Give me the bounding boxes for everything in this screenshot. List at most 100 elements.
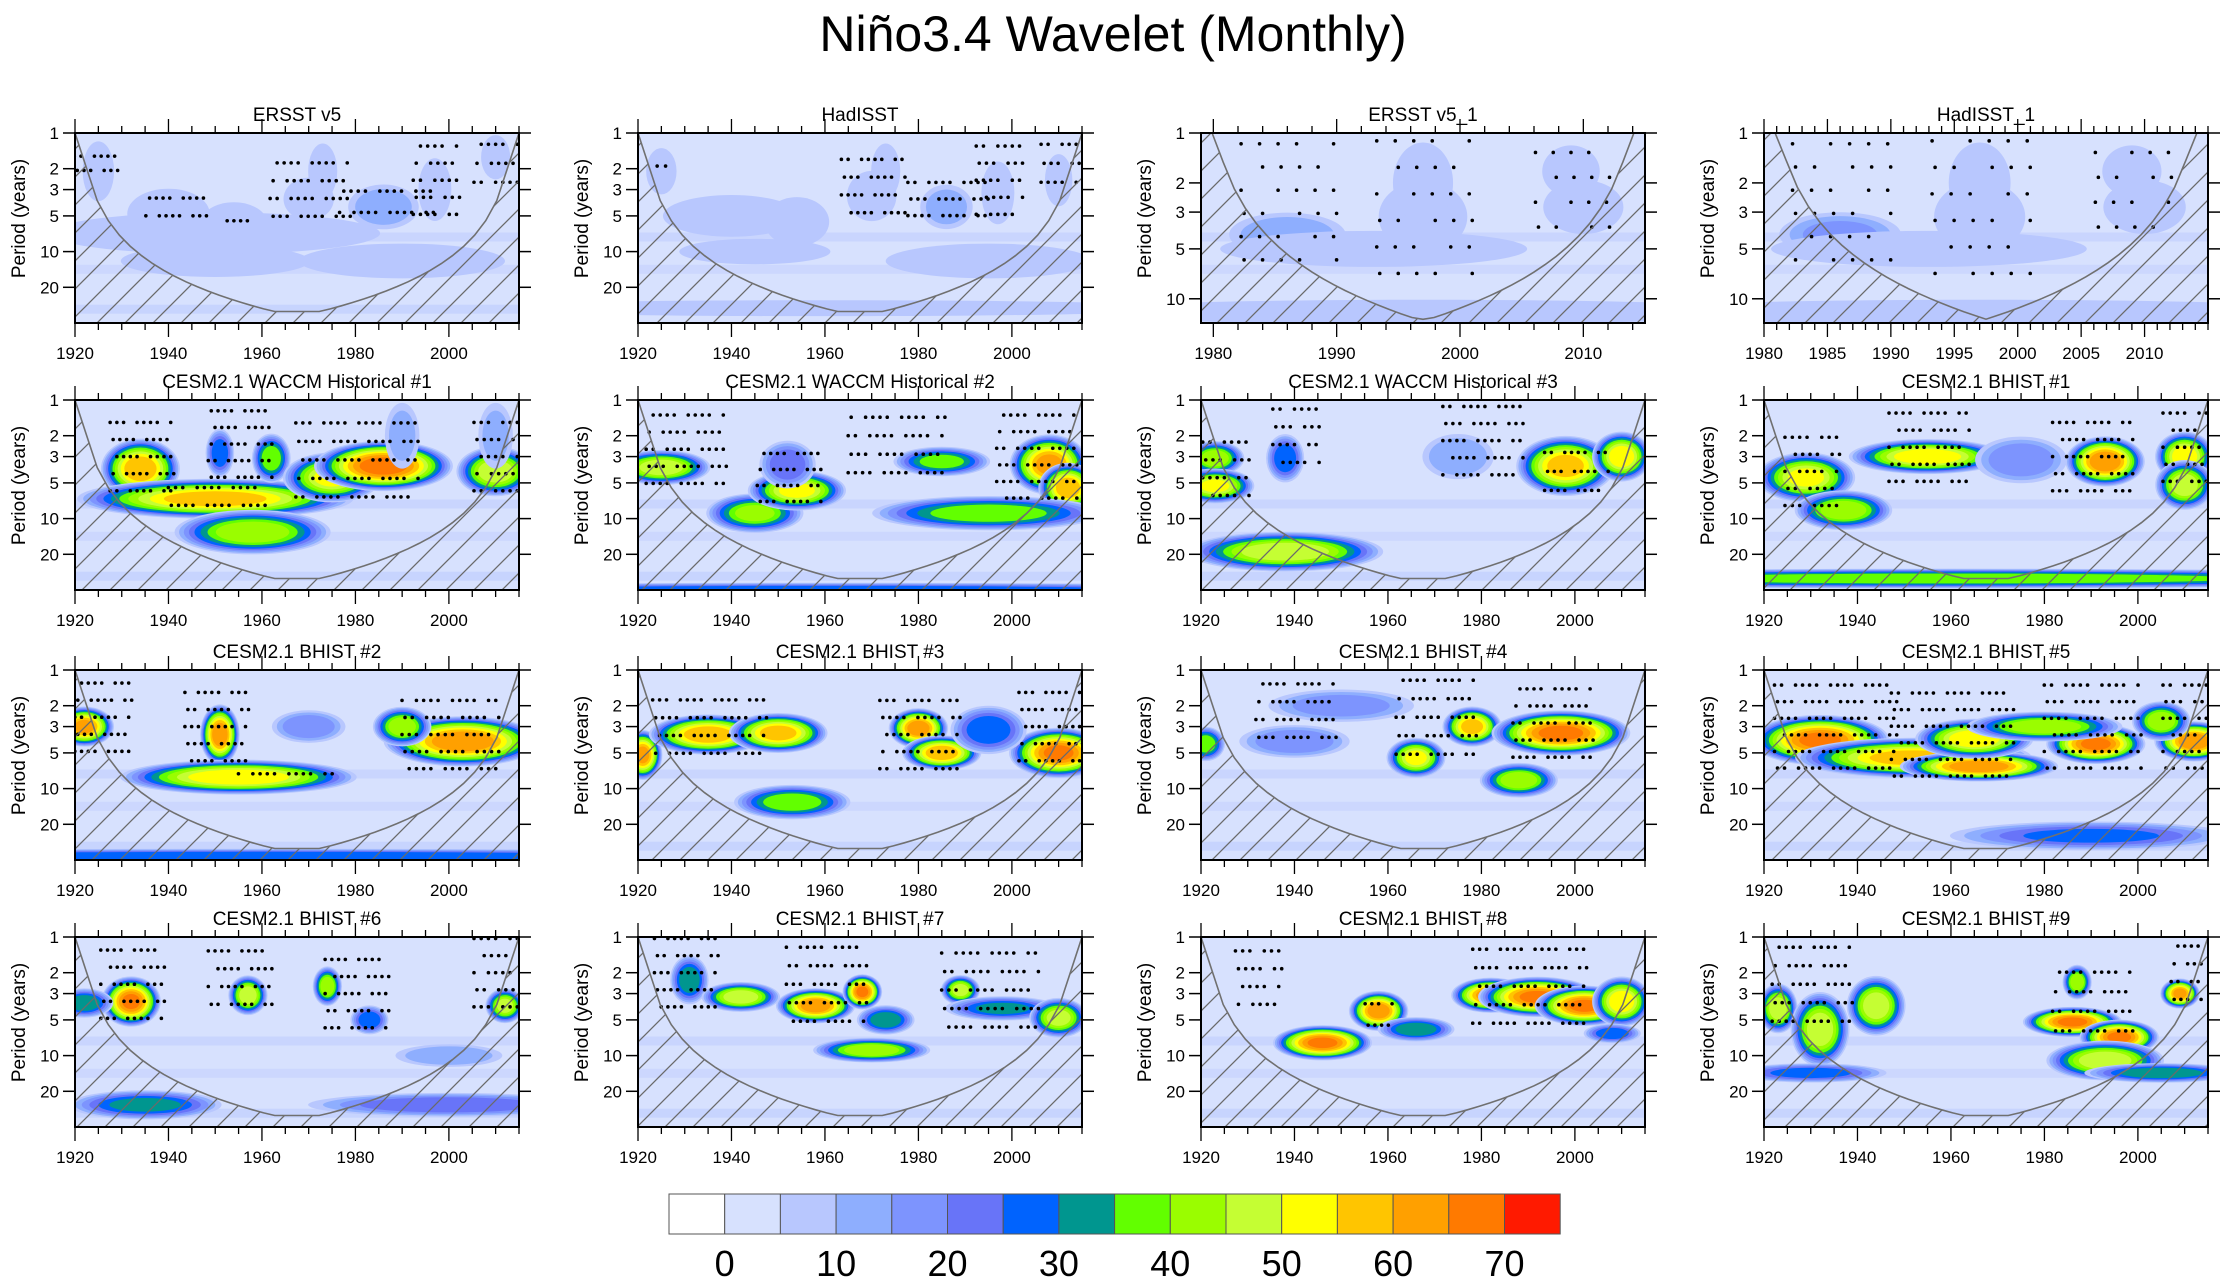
- stipple-dot: [805, 1019, 810, 1023]
- x-tick-label: 1980: [1463, 611, 1501, 630]
- stipple-dot: [1962, 774, 1967, 778]
- stipple-dot: [1299, 407, 1304, 411]
- power-field: [1201, 670, 1645, 860]
- stipple-dot: [1922, 411, 1926, 415]
- stipple-dot: [918, 433, 923, 438]
- stipple-dot: [2136, 683, 2140, 687]
- stipple-dot: [1001, 413, 1006, 417]
- colorbar-box: [947, 1193, 1004, 1235]
- stipple-dot: [1025, 496, 1030, 500]
- stipple-dot: [349, 189, 353, 193]
- stipple-dot: [146, 982, 150, 986]
- power-blob: [1899, 751, 2059, 782]
- stipple-dot: [1836, 1000, 1841, 1005]
- stipple-dot: [1401, 752, 1405, 756]
- x-tick-label: 1980: [1463, 1148, 1501, 1167]
- stipple-dot: [909, 749, 913, 754]
- stipple-dot: [1003, 144, 1007, 148]
- stipple-dot: [271, 214, 275, 219]
- stipple-dot: [1473, 1002, 1478, 1007]
- stipple-dot: [229, 408, 234, 413]
- stipple-dot: [99, 681, 104, 685]
- y-tick-label: 10: [603, 1047, 622, 1066]
- stipple-dot: [1504, 404, 1508, 409]
- stipple-dot: [2129, 749, 2133, 754]
- coi-hatch: [75, 937, 519, 1127]
- stipple-dot: [658, 413, 662, 417]
- stipple-dot: [1026, 1025, 1030, 1029]
- stipple-dot: [1023, 758, 1028, 763]
- stipple-dot: [343, 991, 348, 996]
- stipple-dot: [1047, 741, 1051, 746]
- stipple-dot: [1022, 1006, 1026, 1011]
- stipple-dot: [2124, 733, 2129, 737]
- stipple-dot: [233, 425, 238, 430]
- stipple-dot: [209, 485, 214, 490]
- stipple-dot: [986, 1006, 990, 1011]
- stipple-dot: [315, 458, 319, 462]
- stipple-dot: [373, 210, 378, 215]
- stipple-dot: [1955, 741, 1960, 745]
- stipple-dot: [263, 1002, 267, 1007]
- x-tick-label: 1920: [56, 344, 94, 363]
- stipple-dot: [1803, 699, 1808, 704]
- stipple-dot: [2049, 683, 2054, 687]
- contour-level: [188, 769, 289, 785]
- stipple-dot: [2064, 420, 2069, 425]
- stipple-dot: [932, 470, 937, 475]
- stipple-dot: [1004, 1025, 1009, 1029]
- stipple-dot: [1973, 757, 1978, 762]
- stipple-dot: [1528, 704, 1532, 708]
- stipple-dot: [1847, 141, 1852, 146]
- stipple-dot: [1425, 696, 1429, 701]
- stipple-dot: [856, 210, 860, 215]
- stipple-dot: [1240, 984, 1245, 989]
- stipple-dot: [702, 715, 706, 720]
- significance-stipple: [846, 400, 947, 475]
- stipple-dot: [1006, 161, 1010, 165]
- stipple-dot: [791, 982, 796, 986]
- wavelet-panel: CESM2.1 WACCM Historical #312351020Perio…: [1135, 372, 1657, 630]
- stipple-dot: [1505, 947, 1510, 952]
- contour-level: [1405, 750, 1427, 766]
- stipple-dot: [1271, 407, 1275, 411]
- stipple-dot: [2169, 175, 2174, 180]
- stipple-dot: [180, 485, 185, 490]
- stipple-dot: [2117, 766, 2122, 770]
- stipple-dot: [158, 471, 163, 476]
- stipple-dot: [1532, 687, 1536, 691]
- stipple-dot: [913, 213, 917, 218]
- power-field: [1764, 937, 2208, 1127]
- stipple-dot: [1952, 165, 1956, 170]
- stipple-dot: [2178, 428, 2183, 432]
- stipple-dot: [1331, 717, 1335, 722]
- y-tick-label: 2: [50, 697, 59, 716]
- stipple-dot: [1903, 757, 1908, 762]
- stipple-dot: [1408, 678, 1412, 682]
- stipple-dot: [784, 945, 789, 949]
- stipple-dot: [1572, 469, 1577, 474]
- significance-stipple: [225, 219, 250, 223]
- stipple-dot: [1950, 479, 1954, 484]
- cone-of-influence: [1764, 400, 2208, 580]
- stipple-dot: [1019, 1025, 1023, 1029]
- stipple-dot: [909, 197, 913, 201]
- stipple-dot: [1401, 678, 1405, 682]
- stipple-dot: [123, 698, 127, 702]
- stipple-dot: [859, 193, 864, 197]
- stipple-dot: [727, 698, 731, 702]
- stipple-dot: [1543, 965, 1547, 970]
- stipple-dot: [226, 949, 231, 953]
- stipple-dot: [2078, 1009, 2083, 1014]
- stipple-dot: [1533, 947, 1537, 952]
- stipple-dot: [1873, 699, 1878, 704]
- stipple-dot: [955, 698, 959, 703]
- background-band: [75, 264, 519, 274]
- stipple-dot: [378, 189, 382, 193]
- background-band: [75, 1068, 519, 1078]
- power-blob: [75, 212, 381, 255]
- stipple-dot: [1606, 469, 1610, 474]
- stipple-dot: [984, 161, 989, 165]
- stipple-dot: [939, 951, 944, 955]
- stipple-dot: [2113, 970, 2118, 974]
